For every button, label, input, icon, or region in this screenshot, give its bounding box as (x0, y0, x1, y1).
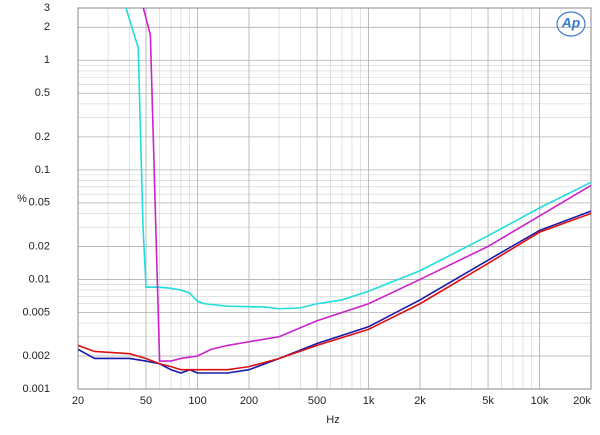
data-line (142, 8, 591, 362)
y-tick-label: 0.1 (35, 164, 50, 176)
data-line (125, 8, 591, 310)
y-tick-label: 0.02 (29, 240, 50, 252)
y-tick-label: 0.01 (29, 273, 50, 285)
y-tick-label: 0.2 (35, 131, 50, 143)
x-tick-label: 2k (414, 395, 426, 407)
x-axis-label: Hz (326, 414, 339, 426)
y-tick-label: 0.005 (22, 306, 50, 318)
x-tick-label: 1k (363, 395, 375, 407)
y-tick-label: 0.002 (22, 350, 50, 362)
x-tick-label: 200 (240, 395, 258, 407)
logo: Ap (561, 15, 581, 31)
x-tick-label: 10k (531, 395, 549, 407)
y-tick-label: 3 (44, 2, 50, 14)
y-tick-label: 0.001 (22, 383, 50, 395)
x-tick-label: 20k (573, 395, 591, 407)
data-line (78, 212, 591, 371)
y-axis-label: % (17, 193, 27, 205)
plot-frame (77, 7, 592, 390)
x-tick-label: 100 (188, 395, 206, 407)
data-line (78, 210, 591, 374)
x-tick-label: 50 (140, 395, 152, 407)
y-tick-label: 1 (44, 54, 50, 66)
y-tick-label: 0.05 (29, 197, 50, 209)
x-tick-label: 500 (308, 395, 326, 407)
logo-ring (556, 11, 586, 37)
y-tick-label: 0.5 (35, 87, 50, 99)
x-tick-label: 5k (482, 395, 494, 407)
x-tick-label: 20 (72, 395, 84, 407)
y-tick-label: 2 (44, 21, 50, 33)
